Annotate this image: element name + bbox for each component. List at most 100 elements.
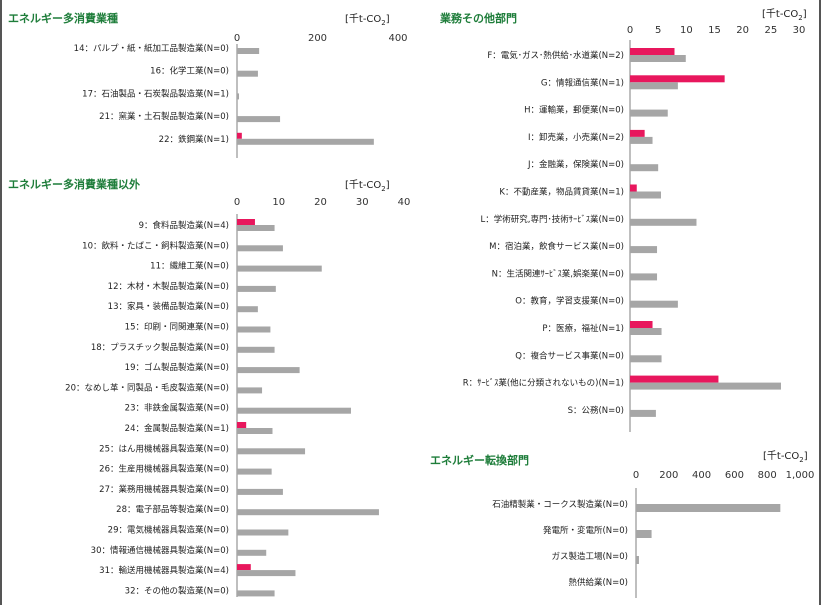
category-label: 25：はん用機械器具製造業(N=0) xyxy=(99,443,229,454)
category-label: Q：複合サービス事業(N=0) xyxy=(515,350,624,361)
bar-series-b xyxy=(237,590,275,597)
bar-series-a xyxy=(630,48,675,55)
unit-label: [千t-CO2] xyxy=(763,451,808,464)
bar-series-b xyxy=(237,488,283,495)
bar-series-b xyxy=(630,82,678,90)
bar-series-b xyxy=(237,245,283,252)
bar-series-b xyxy=(630,300,678,308)
x-tick-label: 10 xyxy=(272,197,285,208)
x-tick-label: 200 xyxy=(659,470,678,481)
category-label: 9：食料品製造業(N=4) xyxy=(139,220,229,231)
bar-series-b xyxy=(237,70,258,77)
bar-series-b xyxy=(237,285,276,292)
category-label: 15：印刷・同関連業(N=0) xyxy=(125,322,229,333)
category-label: G：情報通信業(N=1) xyxy=(541,77,624,88)
x-tick-label: 800 xyxy=(758,470,777,481)
bar-series-b xyxy=(237,428,273,434)
bar-series-b xyxy=(237,549,267,556)
bar-series-b xyxy=(237,346,275,353)
category-label: 21：窯業・土石製品製造業(N=0) xyxy=(99,111,229,122)
bar-series-b xyxy=(630,136,653,144)
bar-series-b xyxy=(237,306,258,313)
bar-series-a xyxy=(237,132,242,139)
bar-series-b xyxy=(237,509,379,516)
category-label: 16：化学工業(N=0) xyxy=(150,66,229,77)
panel-title: 業務その他部門 xyxy=(440,12,517,25)
bar-series-b xyxy=(630,218,697,226)
bar-series-b xyxy=(237,265,322,272)
category-label: 31：輸送用機械器具製造業(N=4) xyxy=(99,565,229,576)
bar-series-b xyxy=(630,328,662,335)
category-label: 32：その他の製造業(N=0) xyxy=(125,585,229,596)
bar-series-a xyxy=(630,129,645,137)
x-tick-label: 400 xyxy=(692,470,711,481)
x-tick-label: 10 xyxy=(680,25,693,36)
bar-series-b xyxy=(237,407,351,414)
x-tick-label: 200 xyxy=(308,33,327,44)
bar-series-b xyxy=(630,273,658,281)
bar-series-a xyxy=(237,422,247,428)
unit-label: [千t-CO2] xyxy=(345,14,390,27)
unit-label: [千t-CO2] xyxy=(345,180,390,193)
category-label: H：運輸業，郵便業(N=0) xyxy=(524,105,624,116)
bar-series-a xyxy=(630,184,637,192)
bar-series-b xyxy=(237,468,272,475)
bar-series-b xyxy=(630,164,659,172)
category-label: M：宿泊業，飲食サービス業(N=0) xyxy=(489,241,624,252)
bar-series-b xyxy=(636,530,652,538)
bar-series-a xyxy=(237,564,251,571)
category-label: 23：非鉄金属製造業(N=0) xyxy=(125,403,229,414)
category-label: 27：業務用機械器具製造業(N=0) xyxy=(99,484,229,495)
x-tick-label: 25 xyxy=(764,25,777,36)
category-label: 熱供給業(N=0) xyxy=(568,577,628,588)
x-tick-label: 0 xyxy=(627,25,633,36)
bar-series-b xyxy=(237,387,263,394)
bar-series-b xyxy=(630,409,656,417)
bar-series-b xyxy=(237,570,296,577)
category-label: O：教育，学習支援業(N=0) xyxy=(515,296,624,307)
bar-series-b xyxy=(636,556,639,564)
x-tick-label: 30 xyxy=(793,25,806,36)
category-label: 発電所・変電所(N=0) xyxy=(543,525,628,536)
category-label: 18：プラスチック製品製造業(N=0) xyxy=(91,342,229,353)
category-label: 28：電子部品等製造業(N=0) xyxy=(116,504,229,515)
category-label: 12：木材・木製品製造業(N=0) xyxy=(108,281,229,292)
x-tick-label: 1,000 xyxy=(786,470,815,481)
category-label: 29：電気機械器具製造業(N=0) xyxy=(108,525,229,536)
category-label: ガス製造工場(N=0) xyxy=(551,551,628,562)
x-tick-label: 0 xyxy=(234,33,240,44)
category-label: J：金融業，保険業(N=0) xyxy=(527,159,624,170)
category-label: 24：金属製品製造業(N=1) xyxy=(125,423,229,434)
category-label: N：生活関連ｻｰﾋﾞｽ業,娯楽業(N=0) xyxy=(492,268,624,279)
x-tick-label: 0 xyxy=(633,470,639,481)
category-label: 14：パルプ・紙・紙加工品製造業(N=0) xyxy=(74,43,229,54)
bar-series-b xyxy=(630,109,668,117)
category-label: 石油精製業・コークス製造業(N=0) xyxy=(492,499,628,510)
category-label: 10：飲料・たばこ・飼料製造業(N=0) xyxy=(82,240,229,251)
bar-series-b xyxy=(636,504,781,512)
bar-series-a xyxy=(630,75,725,83)
bar-series-a xyxy=(630,375,719,383)
bar-series-b xyxy=(630,246,658,254)
x-tick-label: 40 xyxy=(398,197,411,208)
bar-series-a xyxy=(237,219,255,225)
x-tick-label: 400 xyxy=(388,33,407,44)
x-tick-label: 0 xyxy=(234,197,240,208)
category-label: 11：繊維工業(N=0) xyxy=(150,261,229,272)
bar-series-b xyxy=(237,48,260,54)
x-tick-label: 600 xyxy=(725,470,744,481)
category-label: 17：石油製品・石炭製品製造業(N=1) xyxy=(82,88,229,99)
bar-series-b xyxy=(237,116,281,123)
bar-series-b xyxy=(237,225,275,231)
bar-series-b xyxy=(237,448,306,455)
bar-series-b xyxy=(237,326,271,333)
bar-series-b xyxy=(237,93,240,100)
category-label: 22：鉄鋼業(N=1) xyxy=(159,134,229,145)
bar-series-b xyxy=(630,355,662,363)
panel-title: エネルギー多消費業種以外 xyxy=(8,178,140,191)
x-tick-label: 30 xyxy=(356,197,369,208)
category-label: L：学術研究,専門･技術ｻｰﾋﾞｽ業(N=0) xyxy=(481,214,624,225)
